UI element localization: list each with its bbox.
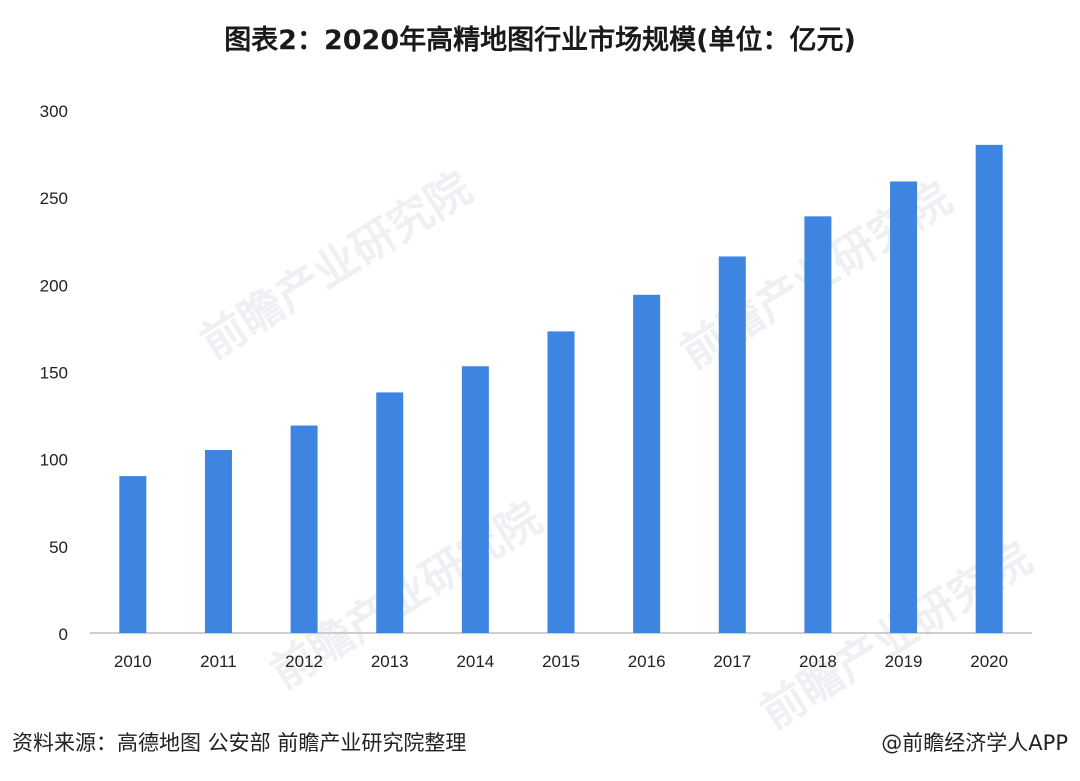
- x-tick-label: 2015: [542, 652, 580, 671]
- y-tick-label: 100: [40, 451, 68, 470]
- bar: [633, 294, 661, 633]
- y-tick-label: 50: [49, 538, 68, 557]
- bar: [547, 331, 575, 633]
- bar: [119, 476, 147, 633]
- x-tick-label: 2019: [885, 652, 923, 671]
- bar: [376, 392, 404, 633]
- bar: [890, 181, 918, 633]
- x-tick-label: 2020: [970, 652, 1008, 671]
- y-tick-label: 250: [40, 189, 68, 208]
- bar: [975, 144, 1003, 633]
- source-note: 资料来源：高德地图 公安部 前瞻产业研究院整理: [12, 731, 467, 755]
- y-tick-label: 200: [40, 276, 68, 295]
- x-tick-label: 2017: [713, 652, 751, 671]
- bar: [804, 216, 832, 634]
- x-tick-label: 2014: [456, 652, 494, 671]
- y-tick-label: 300: [40, 102, 68, 121]
- credit-note: @前瞻经济学人APP: [881, 731, 1068, 755]
- x-tick-label: 2013: [371, 652, 409, 671]
- x-tick-label: 2012: [285, 652, 323, 671]
- bar: [204, 449, 232, 633]
- x-tick-label: 2010: [114, 652, 152, 671]
- x-tick-label: 2016: [628, 652, 666, 671]
- bar: [461, 366, 489, 633]
- bar: [718, 256, 746, 633]
- x-tick-label: 2011: [200, 652, 237, 671]
- bar: [290, 425, 318, 633]
- y-tick-label: 0: [59, 625, 68, 644]
- chart-title: 图表2：2020年高精地图行业市场规模(单位：亿元): [224, 25, 856, 56]
- y-tick-label: 150: [40, 364, 68, 383]
- x-tick-label: 2018: [799, 652, 837, 671]
